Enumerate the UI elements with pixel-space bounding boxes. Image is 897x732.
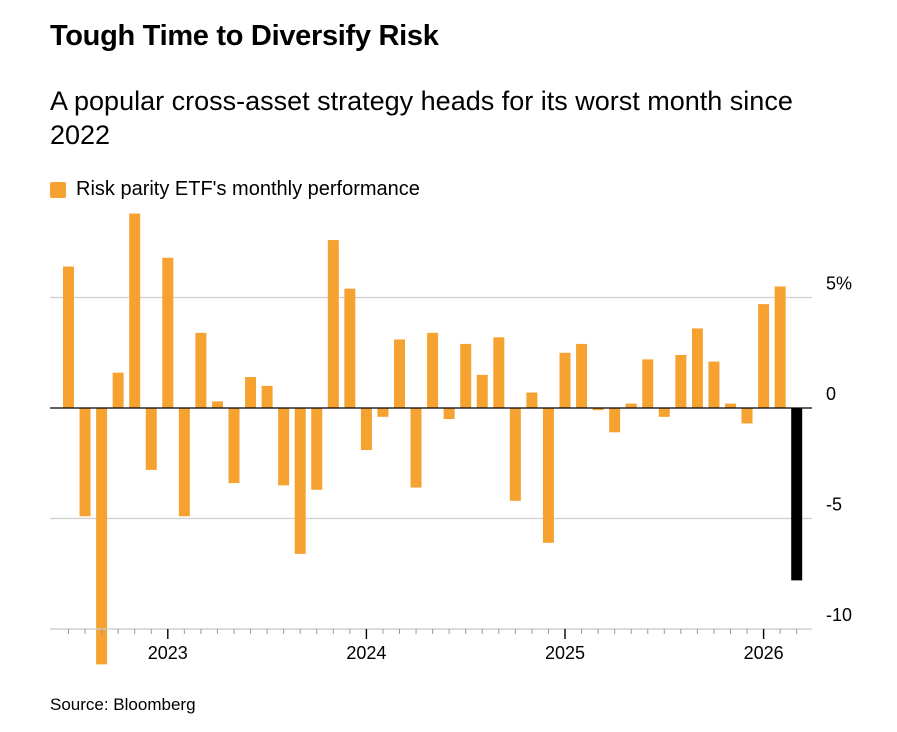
bar-2025-07 bbox=[658, 408, 670, 417]
bar-2024-08 bbox=[476, 374, 488, 408]
bar-2026-02 bbox=[774, 286, 786, 408]
legend-swatch bbox=[50, 181, 66, 198]
bar-2023-07 bbox=[261, 385, 273, 408]
y-tick-label: -5 bbox=[826, 495, 842, 515]
bar-2024-12 bbox=[542, 408, 554, 543]
bar-2023-02 bbox=[178, 408, 190, 517]
bar-2023-10 bbox=[311, 408, 323, 490]
bar-2022-07 bbox=[63, 266, 74, 408]
bar-2023-01 bbox=[162, 257, 174, 408]
bar-2023-06 bbox=[245, 377, 257, 408]
bar-2024-06 bbox=[443, 408, 455, 420]
bar-2022-12 bbox=[145, 408, 157, 470]
bar-2022-09 bbox=[96, 408, 108, 665]
bar-2025-02 bbox=[576, 343, 588, 408]
bar-2025-01 bbox=[559, 352, 571, 408]
legend: Risk parity ETF's monthly performance bbox=[50, 178, 420, 201]
bar-2023-11 bbox=[327, 240, 339, 408]
bar-2022-10 bbox=[112, 372, 124, 408]
bar-2025-10 bbox=[708, 361, 720, 408]
bar-2025-11 bbox=[725, 403, 736, 408]
bar-2025-04 bbox=[609, 408, 621, 433]
bar-2024-01 bbox=[360, 408, 372, 450]
bar-2024-02 bbox=[377, 408, 389, 417]
x-tick-label: 2026 bbox=[744, 643, 784, 663]
bar-2025-08 bbox=[675, 354, 687, 408]
bar-2022-11 bbox=[129, 213, 141, 408]
bar-2024-09 bbox=[493, 337, 505, 408]
bar-2023-09 bbox=[294, 408, 306, 554]
y-tick-label: 0 bbox=[826, 384, 836, 404]
bar-2024-10 bbox=[509, 408, 521, 501]
y-tick-label: -10 bbox=[826, 605, 852, 625]
x-tick-label: 2025 bbox=[545, 643, 585, 663]
chart-subtitle: A popular cross-asset strategy heads for… bbox=[50, 86, 793, 150]
bar-2023-04 bbox=[211, 401, 223, 408]
y-tick-label: 5% bbox=[826, 274, 852, 294]
bar-2025-09 bbox=[691, 328, 703, 408]
bar-2024-05 bbox=[427, 332, 439, 408]
bar-2023-03 bbox=[195, 332, 207, 408]
bar-2026-01 bbox=[758, 304, 770, 408]
bar-2025-12 bbox=[741, 408, 753, 424]
bar-2025-05 bbox=[625, 403, 637, 408]
x-tick-label: 2024 bbox=[346, 643, 386, 663]
bar-2023-05 bbox=[228, 408, 240, 484]
bar-2023-12 bbox=[344, 288, 356, 408]
x-axis: 2023 2024 2025 2026 bbox=[50, 628, 812, 663]
bar-2024-07 bbox=[460, 343, 472, 408]
bar-2026-03 bbox=[791, 408, 803, 581]
source-note: Source: Bloomberg bbox=[50, 695, 196, 714]
legend-label: Risk parity ETF's monthly performance bbox=[76, 178, 420, 200]
bar-2025-06 bbox=[642, 359, 654, 408]
bar-2023-08 bbox=[278, 408, 290, 486]
bars bbox=[63, 213, 803, 665]
bar-2024-11 bbox=[526, 392, 538, 408]
bar-2025-03 bbox=[592, 408, 604, 411]
bar-2022-08 bbox=[79, 408, 91, 517]
chart-title: Tough Time to Diversify Risk bbox=[50, 20, 439, 52]
x-tick-label: 2023 bbox=[148, 643, 188, 663]
y-tick-labels: 5% 0 -5 -10 bbox=[826, 274, 852, 626]
bar-2024-03 bbox=[394, 339, 405, 408]
bar-2024-04 bbox=[410, 408, 422, 488]
